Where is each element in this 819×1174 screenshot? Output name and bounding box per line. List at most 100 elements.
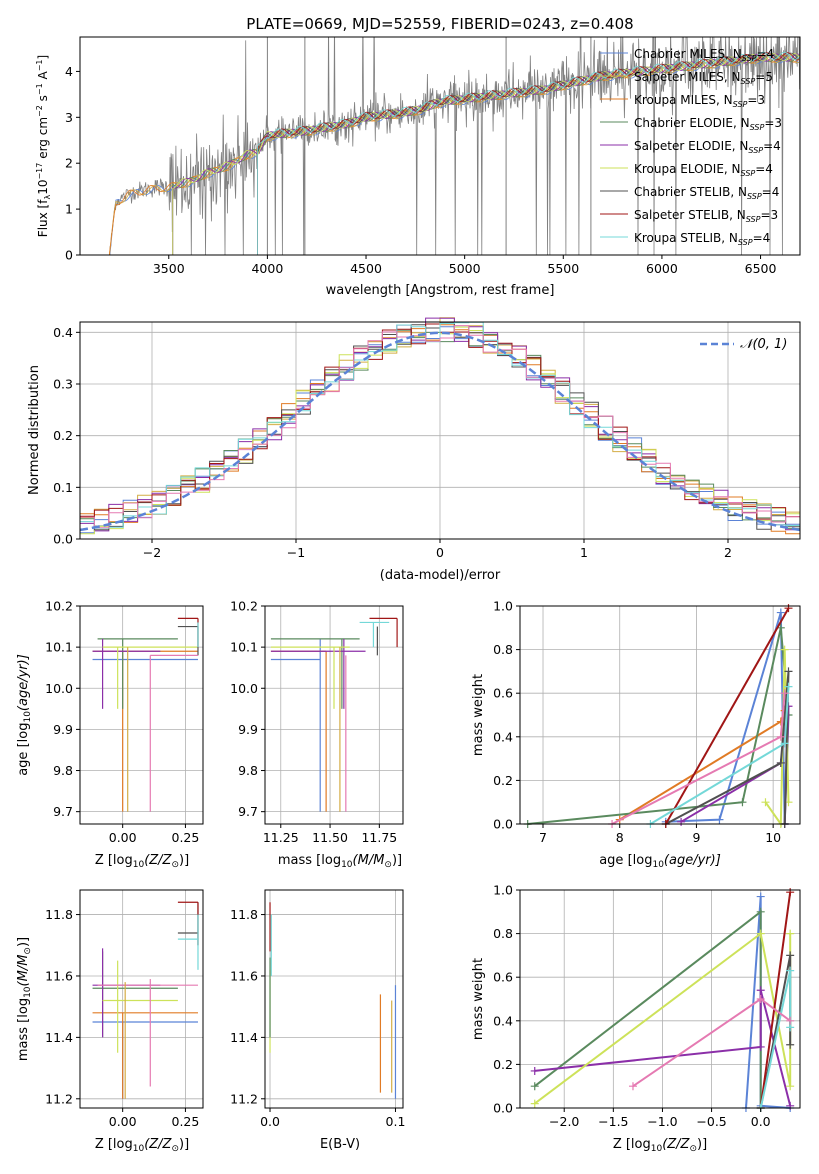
- y-tick-label: 11.8: [230, 907, 258, 922]
- weight-chabrier-stelib-line: [665, 671, 790, 825]
- weight-vs-z-xlabel: Z [log10(Z/Z⊙)]: [613, 1137, 707, 1154]
- y-tick-label: 0.4: [493, 1013, 513, 1028]
- x-tick-label: 0.0: [260, 1114, 280, 1129]
- y-tick-label: 10.2: [230, 599, 258, 614]
- errorbar-kroupa-stelib: [359, 621, 390, 648]
- legend-label-kroupa-elodie: Kroupa ELODIE, NSSP=4: [634, 162, 773, 178]
- x-tick-label: 0.00: [109, 1114, 137, 1129]
- x-tick-label: 11.75: [361, 830, 397, 845]
- y-tick-label: 9.8: [238, 763, 258, 778]
- y-tick-label: 10.1: [45, 640, 73, 655]
- x-tick-label: −1.0: [647, 1114, 677, 1129]
- spectrum-ylabel: Flux [fλ10−17 erg cm−2 s−1 A−1]: [35, 55, 52, 237]
- y-tick-label: 2: [65, 156, 73, 171]
- y-tick-label: 0.6: [493, 970, 513, 985]
- mass-vs-z-panel: 0.00 0.25 11.2 11.4 11.6 11.8 Z [log10(Z/Z⊙)]…: [16, 889, 204, 1154]
- weight-chabrier-stelib-marker: [784, 667, 793, 676]
- weight-chabrier-elodie-marker: [738, 798, 747, 807]
- y-tick-label: 10.0: [230, 681, 258, 696]
- y-tick-label: 0: [65, 248, 73, 263]
- legend-label-salpeter-miles: Salpeter MILES, NSSP=5: [634, 70, 773, 86]
- weight-salpeter-elodie-marker: [756, 986, 765, 995]
- y-tick-label: 9.9: [238, 722, 258, 737]
- errorbar-salpeter-stelib: [369, 617, 398, 648]
- weight-vs-age-panel: 7 8 9 10 0.0 0.2 0.4 0.6 0.8 1.0 age [log10(age/y…: [471, 599, 801, 870]
- spectrum-panel: PLATE=0669, MJD=52559, FIBERID=0243, z=0…: [35, 15, 801, 298]
- weight-vs-z-ylabel: mass weight: [471, 958, 486, 1040]
- y-tick-label: 11.4: [45, 1030, 73, 1045]
- weight-chabrier-miles-marker: [776, 608, 785, 617]
- y-tick-label: 0.4: [493, 729, 513, 744]
- weight-pink-marker: [786, 1016, 795, 1025]
- weight-salpeter-stelib-line: [759, 892, 792, 1109]
- y-tick-label: 0.8: [493, 926, 513, 941]
- y-tick-label: 9.7: [53, 804, 73, 819]
- y-tick-label: 0.0: [493, 817, 513, 832]
- y-tick-label: 9.7: [238, 804, 258, 819]
- errorbar-pink: [149, 654, 198, 812]
- errorbar-kroupa-elodie: [102, 960, 178, 1053]
- age-vs-mass-panel: 11.25 11.50 11.75 9.7 9.8 9.9 10.0 10.1 10.2 mas…: [230, 599, 404, 870]
- weight-kroupa-elodie-marker: [780, 645, 789, 654]
- y-tick-label: 3: [65, 110, 73, 125]
- weight-salpeter-elodie-marker: [756, 1042, 765, 1051]
- weight-kroupa-stelib-marker: [780, 739, 789, 748]
- histogram-salpeter-elodie-steps: [80, 317, 800, 532]
- y-tick-label: 0.0: [493, 1101, 513, 1116]
- legend-label-kroupa-stelib: Kroupa STELIB, NSSP=4: [634, 231, 770, 247]
- weight-kroupa-elodie-marker: [761, 798, 770, 807]
- age-vs-z-xlabel: Z [log10(Z/Z⊙)]: [95, 853, 189, 870]
- weight-vs-z-panel: −2.0 −1.5 −1.0 −0.5 0.0 0.0 0.2 0.4 0.6 0.8 1.0 Z …: [471, 883, 801, 1154]
- x-tick-label: 7: [539, 830, 547, 845]
- weight-kroupa-elodie-marker: [530, 1099, 539, 1108]
- age-vs-z-ylabel: age [log10(age/yr)]: [16, 654, 33, 776]
- errorbar-salpeter-elodie: [270, 638, 366, 709]
- x-tick-label: 1: [580, 545, 588, 560]
- age-vs-z-panel: 0.00 0.25 9.7 9.8 9.9 10.0 10.1 10.2 Z [log10(Z…: [16, 599, 204, 870]
- y-tick-label: 9.8: [53, 763, 73, 778]
- x-tick-label: 0.00: [109, 830, 137, 845]
- gaussian-legend-label: 𝒩(0, 1): [740, 337, 787, 352]
- legend-label-chabrier-stelib: Chabrier STELIB, NSSP=4: [634, 185, 779, 201]
- x-tick-label: −1: [287, 545, 305, 560]
- weight-vs-age-ylabel: mass weight: [471, 674, 486, 756]
- residual-xlabel: (data-model)/error: [380, 568, 501, 583]
- y-tick-label: 0.2: [493, 1057, 513, 1072]
- legend-label-chabrier-miles: Chabrier MILES, NSSP=4: [634, 47, 774, 63]
- y-tick-label: 10.2: [45, 599, 73, 614]
- y-tick-label: 11.4: [230, 1030, 258, 1045]
- y-tick-label: 11.6: [230, 968, 258, 983]
- model-salpeter-stelib-line: [257, 52, 799, 255]
- x-tick-label: 11.25: [263, 830, 299, 845]
- errorbar-kroupa-miles: [92, 1012, 198, 1099]
- y-tick-label: 0.2: [493, 773, 513, 788]
- legend-label-salpeter-elodie: Salpeter ELODIE, NSSP=4: [634, 139, 781, 155]
- errorbar-kroupa-elodie: [270, 646, 350, 709]
- x-tick-label: 3500: [153, 261, 185, 276]
- weight-kroupa-elodie-marker: [786, 929, 795, 938]
- weight-kroupa-stelib-marker: [784, 682, 793, 691]
- histogram-kroupa-stelib-steps: [80, 321, 800, 529]
- weight-salpeter-elodie-marker: [530, 1066, 539, 1075]
- y-tick-label: 10.0: [45, 681, 73, 696]
- y-tick-label: 9.9: [53, 722, 73, 737]
- errorbar-chabrier-elodie: [270, 638, 360, 709]
- weight-pink-marker: [628, 1082, 637, 1091]
- gaussian-curve: [79, 331, 801, 532]
- errorbar-kroupa-stelib: [177, 914, 199, 970]
- weight-pink-marker: [776, 732, 785, 741]
- x-tick-label: 4500: [350, 261, 382, 276]
- errorbar-pink: [97, 979, 198, 1087]
- weight-chabrier-stelib-marker: [776, 758, 785, 767]
- spectrum-xlabel: wavelength [Angstrom, rest frame]: [326, 283, 555, 298]
- x-tick-label: 5000: [449, 261, 481, 276]
- weight-chabrier-stelib-marker: [786, 1040, 795, 1049]
- mass-vs-z-xlabel: Z [log10(Z/Z⊙)]: [95, 1137, 189, 1154]
- x-tick-label: −2: [143, 545, 161, 560]
- model-kroupa-stelib-line: [257, 51, 800, 255]
- mass-vs-ebv-xlabel: E(B-V): [320, 1137, 360, 1152]
- residual-legend: 𝒩(0, 1): [700, 337, 787, 352]
- x-tick-label: 6000: [646, 261, 678, 276]
- weight-pink-marker: [756, 995, 765, 1003]
